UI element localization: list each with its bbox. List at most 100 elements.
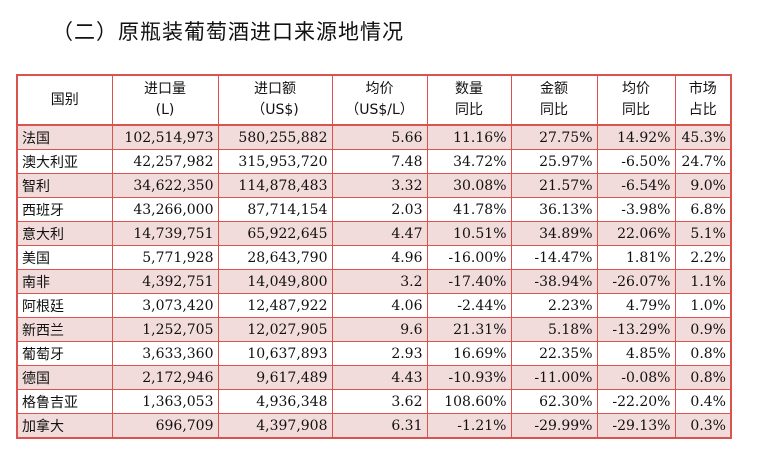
volume-cell: 34,622,350 — [111, 173, 219, 198]
avg-price-cell: 3.62 — [331, 389, 428, 414]
price-yoy-cell: 22.06% — [596, 221, 676, 246]
value-yoy-cell: 21.57% — [510, 173, 598, 198]
price-yoy-cell: -3.98% — [596, 197, 676, 222]
value-cell: 315,953,720 — [217, 149, 333, 174]
country-cell: 意大利 — [16, 221, 113, 246]
value-cell: 580,255,882 — [217, 124, 333, 150]
volume-yoy-cell: 41.78% — [426, 197, 512, 222]
table-row: 新西兰 1,252,705 12,027,905 9.6 21.31% 5.18… — [16, 317, 732, 342]
price-yoy-cell: -22.20% — [596, 389, 676, 414]
volume-yoy-cell: 16.69% — [426, 341, 512, 366]
price-yoy-cell: -6.54% — [596, 173, 676, 198]
value-cell: 10,637,893 — [217, 341, 333, 366]
column-header-volume-yoy: 数量 同比 — [426, 74, 512, 126]
value-yoy-cell: 62.30% — [510, 389, 598, 414]
country-cell: 南非 — [16, 269, 113, 294]
avg-price-cell: 4.47 — [331, 221, 428, 246]
value-cell: 65,922,645 — [217, 221, 333, 246]
country-cell: 澳大利亚 — [16, 149, 113, 174]
price-yoy-cell: -29.13% — [596, 413, 676, 439]
volume-cell: 1,252,705 — [111, 317, 219, 342]
volume-yoy-cell: -17.40% — [426, 269, 512, 294]
price-yoy-cell: -13.29% — [596, 317, 676, 342]
avg-price-cell: 6.31 — [331, 413, 428, 439]
share-cell: 0.8% — [674, 341, 732, 366]
share-cell: 24.7% — [674, 149, 732, 174]
value-yoy-cell: 5.18% — [510, 317, 598, 342]
value-cell: 12,027,905 — [217, 317, 333, 342]
column-header-value-yoy: 金额 同比 — [510, 74, 598, 126]
value-cell: 4,936,348 — [217, 389, 333, 414]
wine-import-table: 国别 进口量 (L) 进口额 （US$) 均价 （US$/L） 数量 同比 金额… — [16, 74, 732, 439]
table-row: 加拿大 696,709 4,397,908 6.31 -1.21% -29.99… — [16, 413, 732, 439]
volume-yoy-cell: 21.31% — [426, 317, 512, 342]
share-cell: 45.3% — [674, 124, 732, 150]
table-row: 葡萄牙 3,633,360 10,637,893 2.93 16.69% 22.… — [16, 341, 732, 366]
share-cell: 0.4% — [674, 389, 732, 414]
country-cell: 加拿大 — [16, 413, 113, 439]
table-row: 西班牙 43,266,000 87,714,154 2.03 41.78% 36… — [16, 197, 732, 222]
avg-price-cell: 9.6 — [331, 317, 428, 342]
table-row: 智利 34,622,350 114,878,483 3.32 30.08% 21… — [16, 173, 732, 198]
share-cell: 1.0% — [674, 293, 732, 318]
volume-yoy-cell: 11.16% — [426, 124, 512, 150]
avg-price-cell: 2.93 — [331, 341, 428, 366]
share-cell: 2.2% — [674, 245, 732, 270]
price-yoy-cell: 14.92% — [596, 124, 676, 150]
price-yoy-cell: -26.07% — [596, 269, 676, 294]
share-cell: 1.1% — [674, 269, 732, 294]
value-yoy-cell: 34.89% — [510, 221, 598, 246]
volume-cell: 5,771,928 — [111, 245, 219, 270]
avg-price-cell: 4.43 — [331, 365, 428, 390]
value-yoy-cell: 2.23% — [510, 293, 598, 318]
volume-cell: 43,266,000 — [111, 197, 219, 222]
share-cell: 9.0% — [674, 173, 732, 198]
column-header-avg-price: 均价 （US$/L） — [331, 74, 428, 126]
avg-price-cell: 3.2 — [331, 269, 428, 294]
volume-cell: 696,709 — [111, 413, 219, 439]
country-cell: 格鲁吉亚 — [16, 389, 113, 414]
value-cell: 9,617,489 — [217, 365, 333, 390]
value-yoy-cell: 25.97% — [510, 149, 598, 174]
volume-yoy-cell: -1.21% — [426, 413, 512, 439]
share-cell: 5.1% — [674, 221, 732, 246]
column-header-value: 进口额 （US$) — [217, 74, 333, 126]
table-row: 南非 4,392,751 14,049,800 3.2 -17.40% -38.… — [16, 269, 732, 294]
country-cell: 西班牙 — [16, 197, 113, 222]
volume-cell: 42,257,982 — [111, 149, 219, 174]
value-cell: 4,397,908 — [217, 413, 333, 439]
value-cell: 28,643,790 — [217, 245, 333, 270]
column-header-country: 国别 — [16, 74, 113, 126]
avg-price-cell: 4.06 — [331, 293, 428, 318]
value-cell: 12,487,922 — [217, 293, 333, 318]
volume-yoy-cell: 10.51% — [426, 221, 512, 246]
country-cell: 智利 — [16, 173, 113, 198]
country-cell: 法国 — [16, 124, 113, 150]
header-row: 国别 进口量 (L) 进口额 （US$) 均价 （US$/L） 数量 同比 金额… — [16, 74, 732, 126]
country-cell: 葡萄牙 — [16, 341, 113, 366]
table-row: 格鲁吉亚 1,363,053 4,936,348 3.62 108.60% 62… — [16, 389, 732, 414]
country-cell: 美国 — [16, 245, 113, 270]
value-cell: 87,714,154 — [217, 197, 333, 222]
volume-yoy-cell: -10.93% — [426, 365, 512, 390]
page-title: （二）原瓶装葡萄酒进口来源地情况 — [52, 20, 404, 44]
country-cell: 德国 — [16, 365, 113, 390]
avg-price-cell: 4.96 — [331, 245, 428, 270]
volume-yoy-cell: -16.00% — [426, 245, 512, 270]
volume-cell: 14,739,751 — [111, 221, 219, 246]
value-cell: 14,049,800 — [217, 269, 333, 294]
table-row: 德国 2,172,946 9,617,489 4.43 -10.93% -11.… — [16, 365, 732, 390]
country-cell: 阿根廷 — [16, 293, 113, 318]
value-yoy-cell: 36.13% — [510, 197, 598, 222]
price-yoy-cell: -6.50% — [596, 149, 676, 174]
share-cell: 0.3% — [674, 413, 732, 439]
value-yoy-cell: 22.35% — [510, 341, 598, 366]
volume-yoy-cell: 30.08% — [426, 173, 512, 198]
table-row: 美国 5,771,928 28,643,790 4.96 -16.00% -14… — [16, 245, 732, 270]
volume-cell: 4,392,751 — [111, 269, 219, 294]
volume-cell: 3,073,420 — [111, 293, 219, 318]
share-cell: 0.9% — [674, 317, 732, 342]
volume-cell: 1,363,053 — [111, 389, 219, 414]
value-yoy-cell: -29.99% — [510, 413, 598, 439]
value-yoy-cell: -14.47% — [510, 245, 598, 270]
